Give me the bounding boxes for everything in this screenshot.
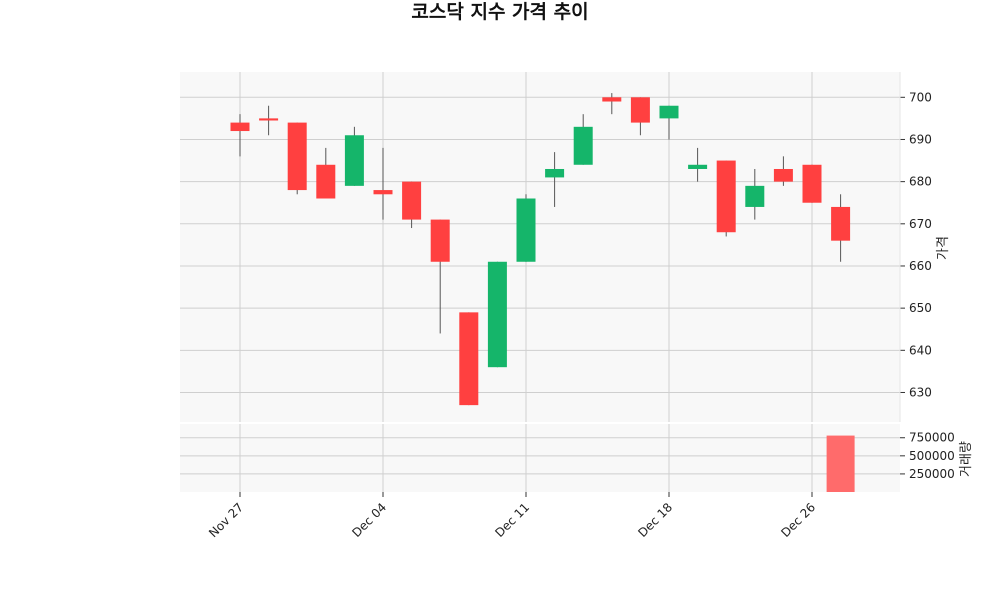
volume-tick-label: 250000 [909, 467, 955, 481]
volume-bar [826, 435, 855, 492]
candle-body [259, 118, 279, 121]
price-axis-label: 가격 [936, 236, 951, 260]
chart-title: 코스닥 지수 가격 추이 [411, 1, 589, 23]
volume-tick-label: 500000 [909, 449, 955, 463]
price-tick-label: 680 [909, 175, 932, 189]
price-tick-label: 690 [909, 132, 932, 146]
price-tick-label: 670 [909, 217, 932, 231]
candle-body [602, 97, 622, 102]
candle-body [287, 122, 307, 191]
x-tick-label: Dec 04 [349, 500, 389, 540]
price-tick-label: 640 [909, 343, 932, 357]
candle-body [230, 122, 250, 132]
candle-body [516, 198, 536, 262]
x-tick-label: Nov 27 [206, 500, 246, 540]
candle-body [773, 168, 793, 182]
candle-body [659, 105, 679, 119]
candle-body [802, 164, 822, 203]
candle-body [716, 160, 736, 233]
volume-plot-area [180, 424, 900, 492]
price-tick-label: 700 [909, 90, 932, 104]
price-tick-label: 650 [909, 301, 932, 315]
candle-body [344, 135, 364, 186]
price-panel: 630 640 650 660 670 680 690 700 [180, 72, 932, 422]
candle-body [545, 168, 565, 178]
candle-body [459, 312, 479, 406]
x-tick-label: Dec 18 [635, 500, 675, 540]
x-tick-label: Dec 11 [492, 500, 532, 540]
x-axis: Nov 27 Dec 04 Dec 11 Dec 18 Dec 26 [206, 492, 818, 540]
candle-body [831, 206, 851, 241]
volume-axis-label: 거래량 [959, 441, 974, 477]
volume-tick-label: 750000 [909, 431, 955, 445]
candle-body [487, 261, 507, 368]
x-tick-label: Dec 26 [778, 500, 818, 540]
candle-body [745, 185, 765, 207]
candle-body [316, 164, 336, 199]
candle-body [373, 190, 393, 195]
candle-body [630, 97, 650, 123]
candle-body [402, 181, 422, 220]
volume-panel: 250000 500000 750000 [180, 424, 955, 492]
price-tick-label: 630 [909, 385, 932, 399]
candle-body [573, 126, 593, 165]
candle-body [688, 164, 708, 169]
candle-body [430, 219, 450, 262]
price-tick-label: 660 [909, 259, 932, 273]
